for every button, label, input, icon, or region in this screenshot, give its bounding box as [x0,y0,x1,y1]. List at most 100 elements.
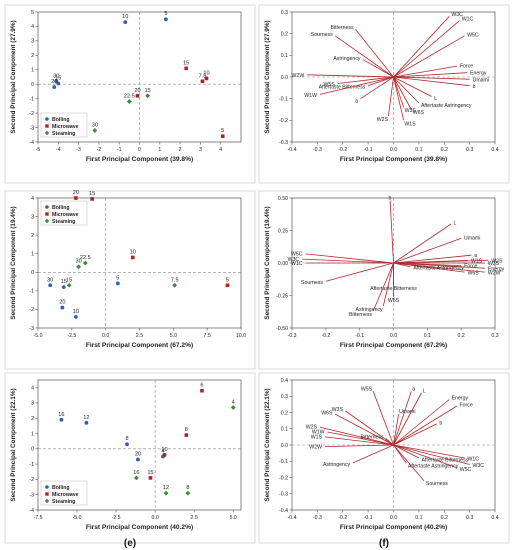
point-microwave-5 [225,283,230,288]
x-tick-label: 0.4 [491,147,498,153]
loading-vector [393,237,462,264]
legend-marker-microwave [45,492,49,496]
y-tick-label: -4 [29,140,34,146]
point-label: 15 [55,76,61,82]
point-label: 20 [73,190,79,196]
loading-vector [393,20,460,78]
loading-label: Aftertaste Bitterness [319,85,366,91]
point-microwave-7.5 [200,79,205,84]
point-label: 12 [83,415,89,421]
x-axis-label: First Principal Component (40.2%) [86,524,193,531]
point-steaming-16 [133,475,139,481]
y-tick-label: -0.1 [279,459,288,465]
point-steaming-15 [145,93,151,99]
loading-label: W3S [488,261,500,267]
point-microwave-8 [184,433,189,437]
y-tick-label: 1 [31,431,34,437]
legend-label: Boiling [52,205,70,211]
loading-label: Energy [488,266,505,272]
loading-vector [319,426,394,446]
loading-label: Bitterness [349,312,372,318]
loading-vector [372,391,394,446]
loading-label: Bitterness [330,25,353,31]
point-label: 8 [186,485,189,491]
y-tick-label: 0.25 [278,228,288,234]
y-tick-label: 0.3 [281,10,288,16]
loading-vector [393,262,485,269]
loading-label: Aftertaste Astringency [413,266,464,272]
point-boiling-10 [123,20,128,25]
loading-label: W1C [468,457,480,463]
x-tick-label: 0.2 [441,147,448,153]
loading-label: Sourness [301,280,323,286]
point-boiling-20 [136,457,140,462]
point-steaming-4 [230,405,236,410]
point-label: 20 [135,452,141,458]
loading-vector [389,200,394,264]
x-tick-label: 0.1 [415,515,422,521]
point-steaming-30 [76,264,81,270]
loading-label: W3S [405,108,417,114]
loading-vector [302,258,394,264]
point-label: 5 [221,128,224,134]
x-tick-label: -0.2 [338,515,347,521]
legend-marker-boiling [45,117,49,121]
loading-vector [393,414,399,446]
loading-vector [355,29,394,78]
point-boiling-20 [52,85,57,90]
loading-label: W2W [292,73,305,79]
loading-vector [393,262,411,268]
loading-vector [393,260,489,264]
y-tick-label: -0.25 [276,293,288,299]
panel-e: -7.5 -5.0 -2.5 0.0 2.5 5.0-4-3-2-101234First … [4,372,256,544]
loading-vector [393,444,465,459]
legend-marker-boiling [45,485,49,489]
loading-label: W3C [288,257,300,263]
y-axis-label: Second Principal Component (27.9%) [10,20,17,133]
x-tick-label: 1 [158,147,161,153]
x-tick-label: -0.1 [355,333,364,339]
y-tick-label: -0.4 [279,508,288,514]
x-tick-label: 10.0 [236,333,246,339]
loading-vector [393,444,470,465]
x-tick-label: 0.1 [415,147,422,153]
loading-label: W1S [404,121,416,127]
loading-label: Sourness [426,481,448,487]
x-tick-label: 2.5 [191,515,198,521]
point-label: 5 [226,277,229,283]
point-label: 5 [164,11,167,17]
point-label: 10 [122,14,128,20]
panel-d: -0.3 -0.2 -0.1 0.0 0.1 0.2 0.3 -0.50 -0.25 0.00 0.… [258,190,510,370]
legend-label: Microwave [52,492,79,498]
x-tick-label: -2.5 [67,333,76,339]
y-tick-label: -3 [29,326,34,332]
x-tick-label: 0.0 [390,147,397,153]
loading-label: W5S [361,387,373,393]
x-tick-label: 5.0 [230,515,237,521]
point-label: 15 [145,88,151,94]
legend-label: Steaming [52,499,75,505]
point-microwave-20 [135,93,140,98]
loading-vector [393,16,450,78]
y-tick-label: 0.3 [281,394,288,400]
x-tick-label: -0.2 [321,333,330,339]
y-tick-label: 0 [31,270,34,276]
y-tick-label: -0.50 [276,326,288,332]
x-tick-label: -0.3 [313,147,322,153]
point-label: 15 [61,279,67,285]
loading-label: W6S [321,411,333,417]
y-tick-label: -1 [29,96,34,102]
legend-marker-steaming [44,130,50,136]
point-steaming-22.5 [82,260,88,266]
loading-label: Umami [464,235,480,241]
y-tick-label: -0.2 [279,475,288,481]
point-label: 20 [59,300,65,306]
panel-frame [4,4,256,184]
x-tick-label: -4 [56,147,61,153]
loading-vector [393,76,470,80]
point-steaming-15 [66,282,72,288]
x-tick-label: 3 [199,147,202,153]
loading-label: W2S [306,424,318,430]
loading-vector [393,223,452,264]
